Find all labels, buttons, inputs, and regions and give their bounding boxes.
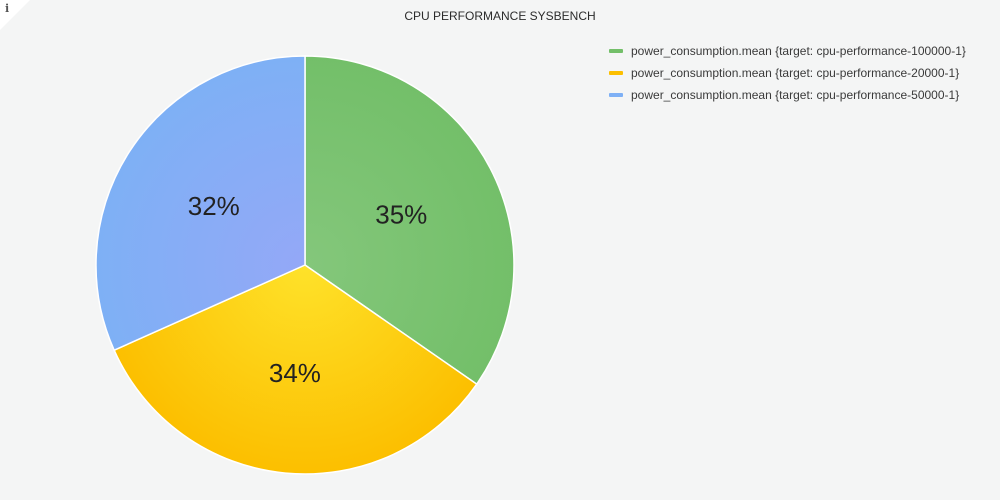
chart-legend: power_consumption.mean {target: cpu-perf… [609, 40, 966, 106]
pie-slice-label-3: 32% [188, 191, 240, 221]
legend-swatch [609, 71, 623, 75]
info-icon[interactable]: i [5, 2, 10, 15]
info-corner[interactable] [0, 0, 30, 30]
legend-label: power_consumption.mean {target: cpu-perf… [631, 66, 960, 80]
legend-item-3[interactable]: power_consumption.mean {target: cpu-perf… [609, 84, 966, 106]
legend-swatch [609, 93, 623, 97]
legend-item-2[interactable]: power_consumption.mean {target: cpu-perf… [609, 62, 966, 84]
pie-slice-3[interactable] [95, 55, 306, 352]
legend-label: power_consumption.mean {target: cpu-perf… [631, 88, 960, 102]
pie-slices [95, 55, 515, 475]
pie-slice-1[interactable] [304, 55, 515, 386]
legend-swatch [609, 49, 623, 53]
pie-slice-labels: 35% 34% 32% [188, 191, 428, 388]
legend-label: power_consumption.mean {target: cpu-perf… [631, 44, 966, 58]
pie-slice-label-2: 34% [269, 358, 321, 388]
legend-item-1[interactable]: power_consumption.mean {target: cpu-perf… [609, 40, 966, 62]
pie-slice-label-1: 35% [375, 200, 427, 230]
pie-slice-2[interactable] [113, 264, 478, 475]
chart-title: CPU PERFORMANCE SYSBENCH [404, 9, 596, 23]
